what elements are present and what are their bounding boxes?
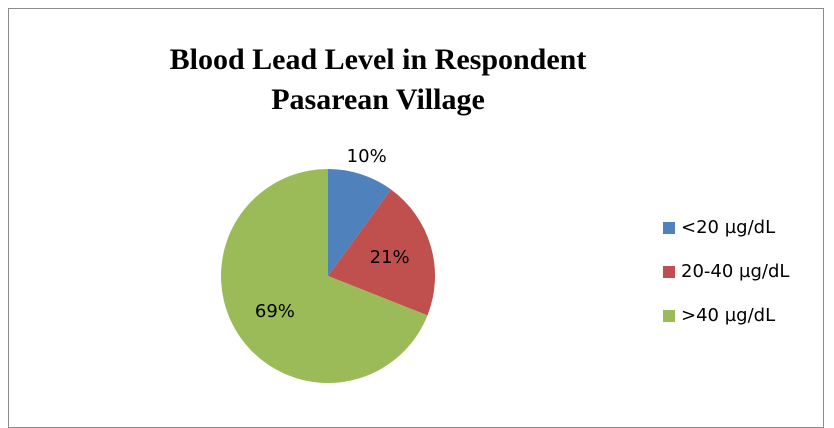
legend-swatch <box>663 310 675 322</box>
legend-label: <20 µg/dL <box>681 217 775 238</box>
pie-slice <box>328 169 391 276</box>
legend-label: 20-40 µg/dL <box>681 261 789 282</box>
data-label: 10% <box>347 146 387 167</box>
pie-slice <box>221 168 428 384</box>
legend-label: >40 µg/dL <box>681 305 775 326</box>
legend-swatch <box>663 222 675 234</box>
data-label: 69% <box>255 301 295 322</box>
legend-swatch <box>663 266 675 278</box>
pie-slice <box>328 189 435 316</box>
data-label: 21% <box>370 247 410 268</box>
chart-title: Blood Lead Level in Respondent Pasarean … <box>169 43 587 116</box>
